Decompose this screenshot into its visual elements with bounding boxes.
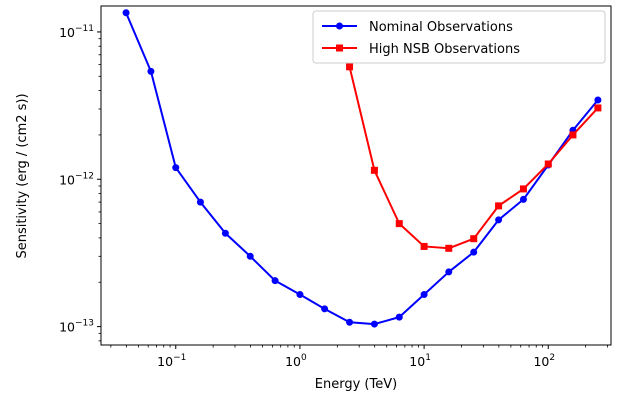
- data-point-high-nsb: [594, 104, 602, 112]
- data-point-nominal: [420, 291, 428, 299]
- data-point-nominal: [246, 252, 254, 260]
- legend-label-high-nsb: High NSB Observations: [369, 42, 520, 57]
- y-axis-label: Sensitivity (erg / (cm2 s)): [15, 93, 30, 258]
- data-point-nominal: [395, 313, 403, 321]
- y-tick-label: 10−13: [59, 319, 94, 335]
- data-point-high-nsb: [569, 131, 577, 139]
- y-tick-label: 10−11: [59, 24, 94, 40]
- x-tick-label: 102: [533, 353, 555, 369]
- data-point-high-nsb: [420, 242, 428, 250]
- series-line-nominal: [125, 12, 599, 326]
- axis-ticks: 10−1 100 101 102 10−13 10−12 10−11: [59, 24, 608, 369]
- data-point-nominal: [172, 164, 180, 172]
- data-point-nominal: [271, 277, 279, 285]
- data-point-nominal: [370, 320, 378, 328]
- data-point-high-nsb: [470, 235, 478, 243]
- data-point-nominal: [147, 67, 155, 75]
- data-point-high-nsb: [519, 185, 527, 193]
- data-point-nominal: [196, 198, 204, 206]
- data-point-nominal: [296, 291, 304, 299]
- data-point-nominal: [122, 9, 130, 17]
- legend-entry-nominal: Nominal Observations: [322, 20, 513, 35]
- data-point-nominal: [221, 229, 229, 237]
- data-point-high-nsb: [544, 160, 552, 168]
- data-point-high-nsb: [395, 220, 403, 228]
- series-line-high-nsb: [348, 66, 599, 250]
- data-point-nominal: [495, 216, 503, 224]
- data-point-nominal: [321, 305, 329, 313]
- x-tick-label: 100: [285, 353, 307, 369]
- data-point-nominal: [594, 96, 602, 104]
- plot-content: [122, 9, 602, 328]
- legend-box: [312, 10, 606, 64]
- data-point-high-nsb: [495, 202, 503, 210]
- y-tick-label: 10−12: [59, 171, 94, 187]
- x-tick-label: 101: [409, 353, 431, 369]
- series-nominal: [122, 9, 602, 328]
- data-point-nominal: [470, 248, 478, 256]
- data-point-high-nsb: [445, 244, 453, 252]
- legend-marker-high-nsb: [336, 44, 343, 52]
- data-point-nominal: [519, 195, 527, 203]
- x-tick-label: 10−1: [157, 353, 186, 369]
- series-high-nsb: [346, 63, 602, 252]
- plot-frame: [100, 5, 612, 346]
- data-point-high-nsb: [346, 63, 354, 71]
- legend: Nominal Observations High NSB Observatio…: [312, 10, 606, 64]
- data-point-high-nsb: [370, 166, 378, 174]
- x-axis-label: Energy (TeV): [315, 377, 397, 392]
- legend-marker-nominal: [336, 22, 343, 30]
- data-point-nominal: [445, 268, 453, 276]
- data-point-nominal: [346, 318, 354, 326]
- legend-label-nominal: Nominal Observations: [369, 20, 513, 35]
- legend-entry-high-nsb: High NSB Observations: [322, 42, 520, 57]
